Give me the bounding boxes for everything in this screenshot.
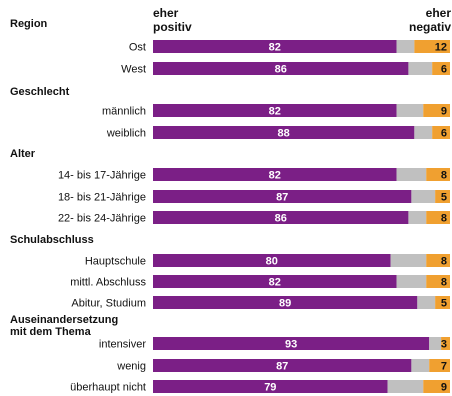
- bar-negative: [426, 275, 450, 288]
- value-label-negative: 8: [441, 256, 447, 268]
- value-label-positive: 87: [276, 192, 288, 204]
- bar-negative: [414, 40, 450, 53]
- value-label-negative: 12: [435, 42, 447, 54]
- bar-neutral: [411, 359, 430, 372]
- row-label: männlich: [102, 106, 146, 118]
- bar-positive: [153, 62, 409, 75]
- value-label-positive: 86: [275, 213, 287, 225]
- bar-positive: [153, 337, 430, 350]
- bar-positive: [153, 275, 397, 288]
- row-label: West: [121, 64, 146, 76]
- row-label: 22- bis 24-Jährige: [58, 213, 146, 225]
- value-label-negative: 3: [441, 339, 447, 351]
- bar-positive: [153, 380, 388, 393]
- row-label: weiblich: [106, 128, 146, 140]
- bar-positive: [153, 359, 412, 372]
- row-label: 18- bis 21-Jährige: [58, 192, 146, 204]
- right-caption-line-2: negativ: [409, 20, 451, 34]
- value-label-positive: 82: [269, 106, 281, 118]
- value-label-positive: 89: [279, 298, 291, 310]
- value-label-positive: 82: [269, 42, 281, 54]
- value-label-positive: 80: [266, 256, 278, 268]
- value-label-positive: 79: [264, 382, 276, 394]
- bar-positive: [153, 296, 418, 309]
- value-label-positive: 82: [269, 277, 281, 289]
- bar-positive: [153, 168, 397, 181]
- bar-negative: [435, 296, 450, 309]
- bar-negative: [426, 211, 450, 224]
- right-caption-line-1: eher: [426, 6, 452, 20]
- group-title: Auseinandersetzung: [10, 314, 118, 326]
- bar-negative: [432, 62, 450, 75]
- group-title: mit dem Thema: [10, 326, 92, 338]
- bar-neutral: [414, 126, 433, 139]
- bar-negative: [441, 337, 450, 350]
- bar-neutral: [396, 104, 424, 117]
- row-label: Abitur, Studium: [71, 298, 146, 310]
- bar-neutral: [390, 254, 427, 267]
- bar-neutral: [396, 40, 415, 53]
- bar-neutral: [417, 296, 436, 309]
- bar-neutral: [429, 337, 442, 350]
- value-label-positive: 82: [269, 170, 281, 182]
- bar-positive: [153, 126, 415, 139]
- value-label-negative: 5: [441, 298, 447, 310]
- row-label: mittl. Abschluss: [70, 277, 146, 289]
- bar-neutral: [408, 62, 433, 75]
- row-label: intensiver: [99, 339, 146, 351]
- bar-positive: [153, 211, 409, 224]
- row-label: Hauptschule: [85, 256, 146, 268]
- bar-negative: [426, 254, 450, 267]
- bar-negative: [423, 104, 450, 117]
- group-title: Schulabschluss: [10, 234, 94, 246]
- row-label: 14- bis 17-Jährige: [58, 170, 146, 182]
- value-label-negative: 6: [441, 128, 447, 140]
- value-label-positive: 87: [276, 361, 288, 373]
- bar-negative: [426, 168, 450, 181]
- value-label-negative: 8: [441, 170, 447, 182]
- value-label-positive: 86: [275, 64, 287, 76]
- value-label-positive: 88: [278, 128, 290, 140]
- bar-positive: [153, 254, 391, 267]
- group-title: Region: [10, 18, 48, 30]
- bar-neutral: [396, 168, 427, 181]
- bar-positive: [153, 104, 397, 117]
- row-label: wenig: [116, 361, 146, 373]
- row-label: Ost: [129, 42, 146, 54]
- value-label-negative: 7: [441, 361, 447, 373]
- bar-neutral: [387, 380, 424, 393]
- group-title: Geschlecht: [10, 86, 70, 98]
- value-label-negative: 9: [441, 106, 447, 118]
- value-label-negative: 6: [441, 64, 447, 76]
- value-label-negative: 8: [441, 277, 447, 289]
- left-caption-line-2: positiv: [153, 20, 192, 34]
- bar-neutral: [411, 190, 436, 203]
- value-label-negative: 8: [441, 213, 447, 225]
- left-caption-line-1: eher: [153, 6, 179, 20]
- bar-positive: [153, 190, 412, 203]
- row-label: überhaupt nicht: [70, 382, 146, 394]
- bar-negative: [432, 126, 450, 139]
- bar-positive: [153, 40, 397, 53]
- value-label-negative: 5: [441, 192, 447, 204]
- bar-neutral: [408, 211, 427, 224]
- bar-negative: [429, 359, 450, 372]
- bar-negative: [423, 380, 450, 393]
- group-title: Alter: [10, 148, 36, 160]
- bar-negative: [435, 190, 450, 203]
- value-label-negative: 9: [441, 382, 447, 394]
- bar-neutral: [396, 275, 427, 288]
- value-label-positive: 93: [285, 339, 297, 351]
